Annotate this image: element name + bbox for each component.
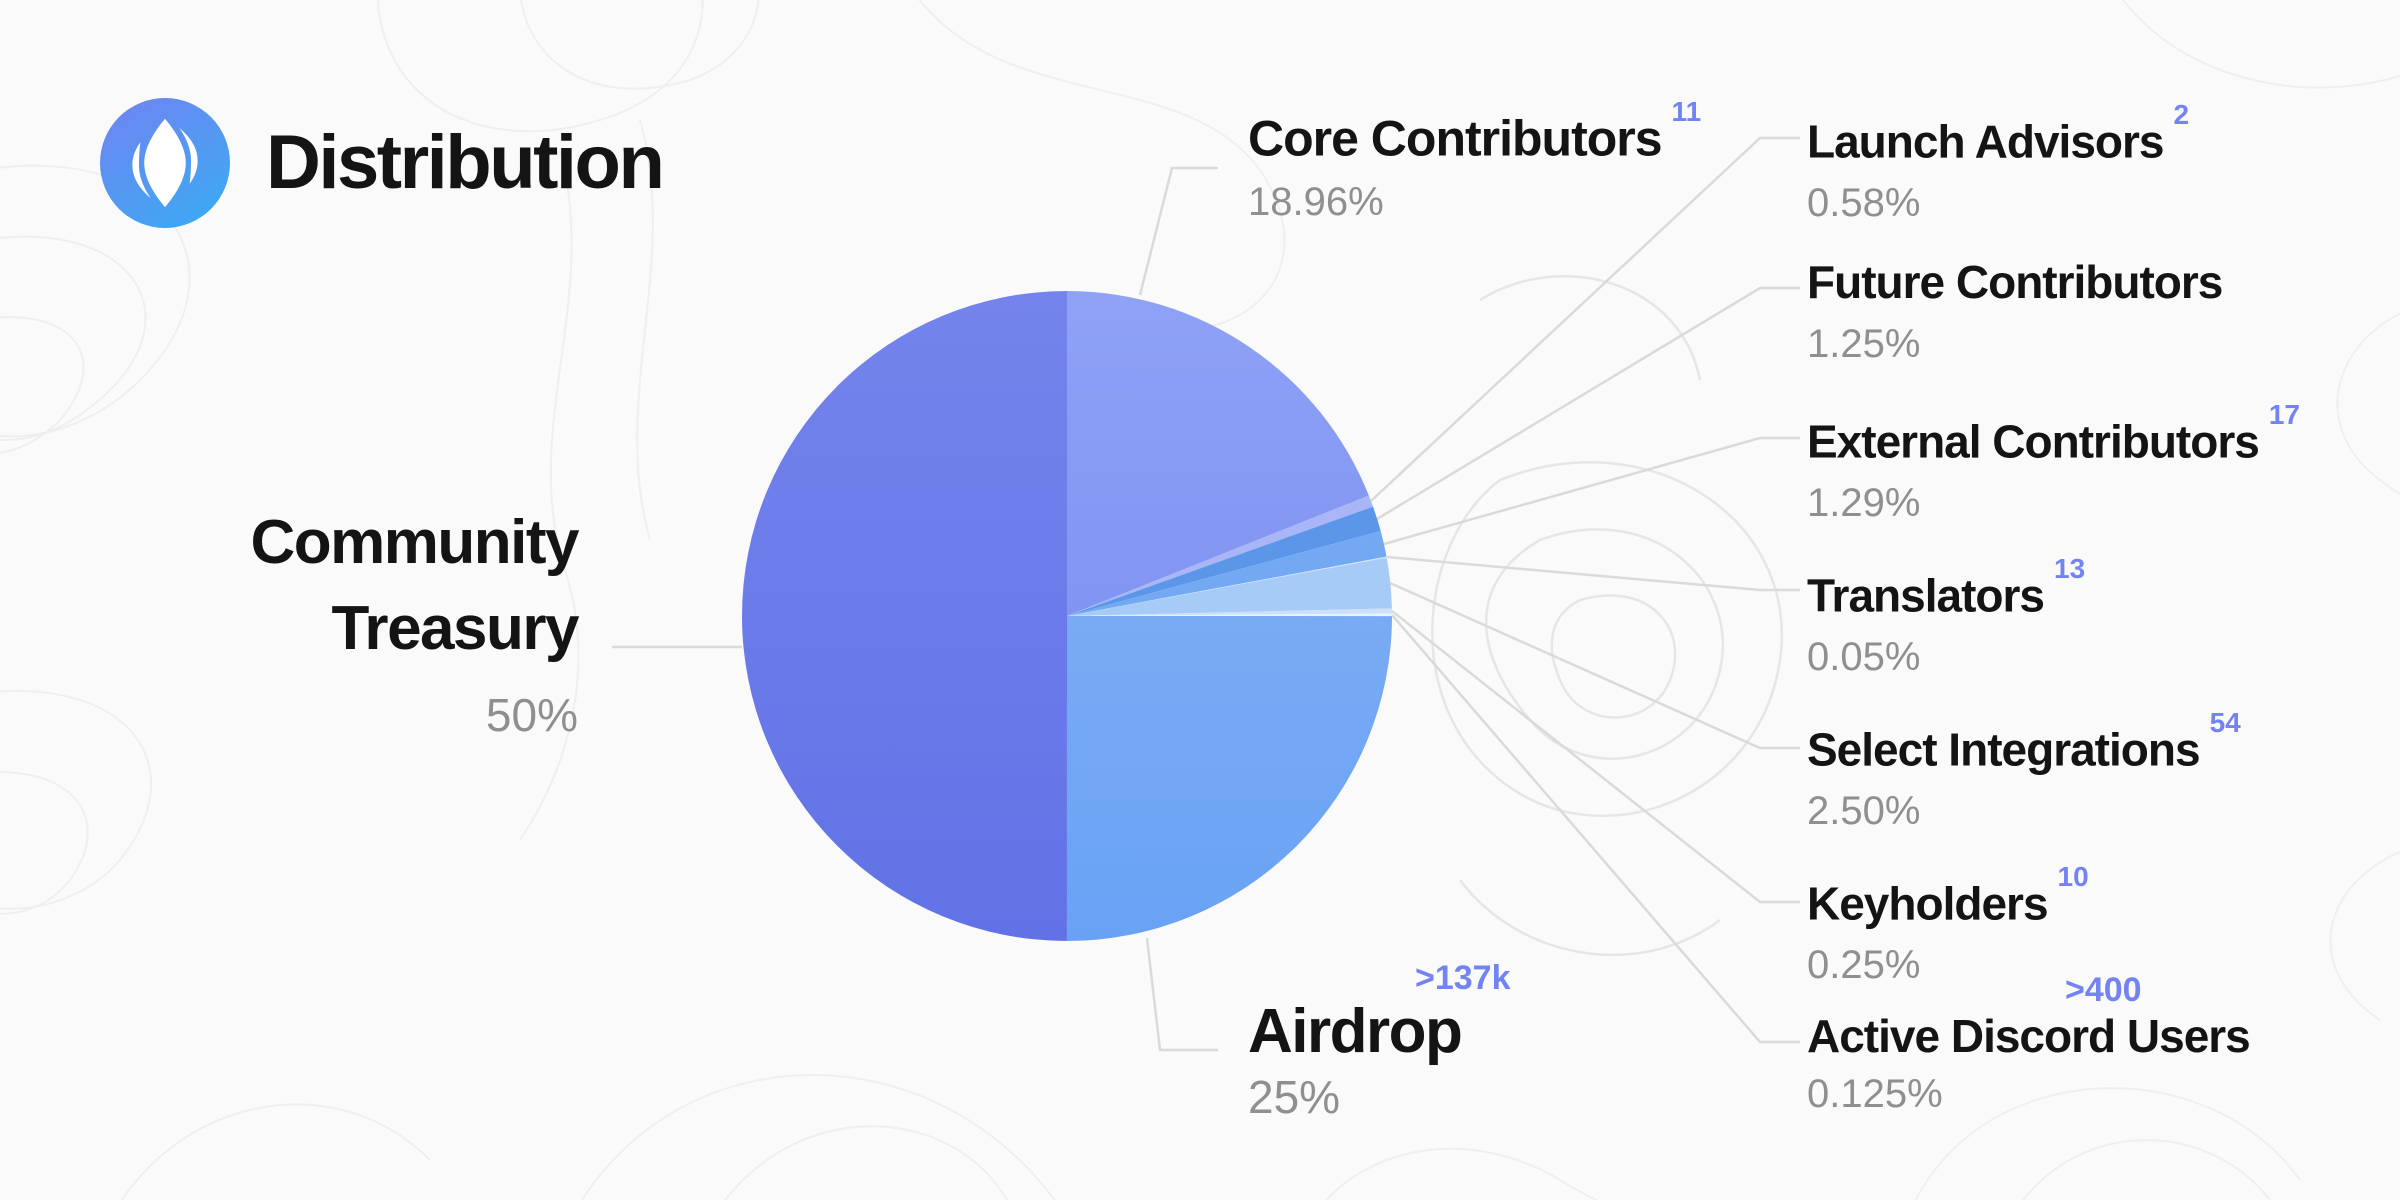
label-airdrop: >137k Airdrop 25%	[1248, 960, 1511, 1124]
pie-slice-external-contributors	[1067, 531, 1387, 616]
slice-title: Keyholders	[1807, 877, 2049, 930]
leader-line-4	[1386, 555, 1800, 592]
pie-slice-airdrop	[1066, 616, 1392, 941]
slice-title: External Contributors	[1807, 415, 2260, 468]
slice-count: 13	[2054, 552, 2086, 584]
label-active-discord-users: >400 Active Discord Users 0.125%	[1807, 971, 2251, 1118]
pie-slice-core-contributors	[1067, 291, 1369, 616]
slice-title: Airdrop	[1248, 997, 1463, 1066]
slice-count: 11	[1671, 95, 1702, 127]
leader-line-1	[1370, 136, 1800, 502]
slice-title: Community Treasury	[250, 508, 580, 663]
leader-line-5	[1389, 581, 1800, 750]
slice-count: 17	[2268, 398, 2300, 430]
pie-slice-community-treasury	[742, 291, 1067, 941]
slice-percent: 0.125%	[1807, 1072, 1943, 1116]
pie-slice-active-discord-users	[1067, 613, 1392, 617]
pie-slice-future-contributors	[1067, 506, 1381, 616]
leader-line-6	[1391, 610, 1800, 904]
slice-percent: 1.25%	[1807, 322, 1921, 366]
header: Distribution	[100, 98, 665, 228]
pie-slice-translators	[1067, 556, 1387, 616]
slice-count: >400	[2065, 971, 2142, 1009]
label-future-contributors: Future Contributors 1.25%	[1807, 254, 2223, 368]
slice-title: Active Discord Users	[1807, 1010, 2251, 1062]
pie-slice-launch-advisors	[1067, 495, 1374, 616]
leader-line-2	[1376, 286, 1800, 521]
label-keyholders: Keyholders10 0.25%	[1807, 861, 2089, 989]
page-title: Distribution	[266, 120, 665, 205]
label-core-contributors: Core Contributors 11 18.96%	[1248, 96, 1701, 226]
slice-count: 10	[2057, 860, 2089, 892]
slice-percent: 2.50%	[1807, 789, 1921, 834]
pie-slice-keyholders	[1067, 608, 1392, 616]
label-external-contributors: External Contributors17 1.29%	[1807, 399, 2300, 527]
slice-count: 2	[2173, 98, 2190, 130]
slice-title: Select Integrations	[1807, 723, 2201, 776]
slice-percent: 0.58%	[1807, 181, 1921, 226]
slice-percent: 50%	[485, 689, 578, 741]
label-community-treasury: Community Treasury 50%	[148, 500, 580, 742]
pie-slice-select-integrations	[1067, 557, 1392, 616]
leader-line-8	[1145, 937, 1218, 1052]
slice-percent: 1.29%	[1807, 481, 1921, 526]
slice-percent: 25%	[1248, 1071, 1341, 1123]
label-translators: Translators 13 0.05%	[1807, 553, 2085, 681]
leader-line-7	[1391, 614, 1800, 1044]
slice-percent: 0.25%	[1807, 943, 1921, 988]
slice-title: Core Contributors	[1248, 110, 1663, 167]
slice-title: Future Contributors	[1807, 256, 2223, 308]
label-select-integrations: Select Integrations54 2.50%	[1807, 707, 2241, 835]
slice-title: Launch Advisors	[1807, 115, 2164, 168]
slice-percent: 0.05%	[1807, 635, 1921, 680]
slice-title: Translators	[1807, 569, 2045, 622]
label-launch-advisors: Launch Advisors 2 0.58%	[1807, 99, 2189, 227]
slice-count: >137k	[1415, 959, 1511, 997]
ens-logo-icon	[100, 98, 230, 228]
leader-line-0	[1138, 166, 1218, 296]
slice-percent: 18.96%	[1248, 179, 1384, 224]
leader-line-3	[1383, 436, 1800, 546]
slice-count: 54	[2209, 706, 2241, 738]
